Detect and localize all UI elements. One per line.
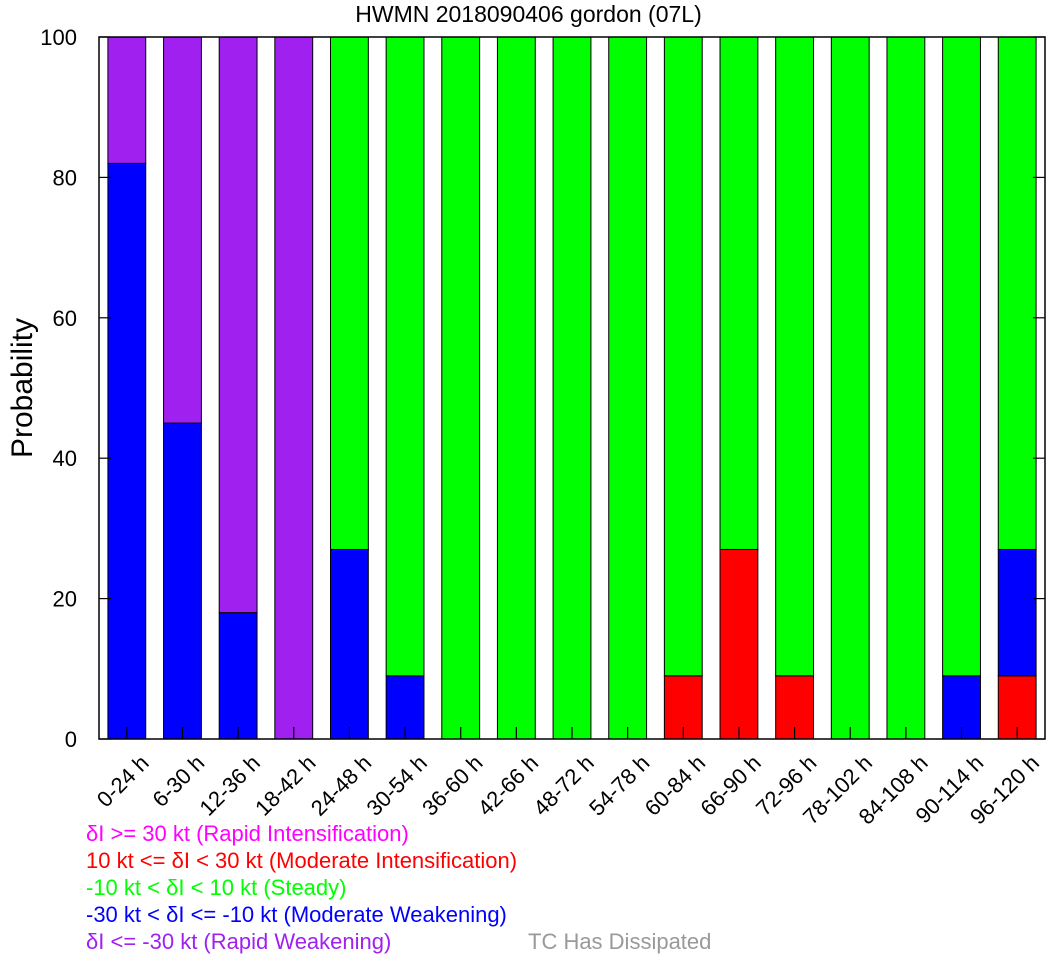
bar-segment — [107, 162, 147, 740]
bar-segment — [608, 36, 648, 740]
legend-moderate-intensification: 10 kt <= δI < 30 kt (Moderate Intensific… — [86, 848, 518, 873]
x-tick-label: 36-60 h — [417, 750, 487, 820]
y-tick-label: 0 — [65, 727, 77, 752]
bar-segment — [997, 36, 1037, 550]
legend-rapid-weakening: δI <= -30 kt (Rapid Weakening) — [86, 929, 392, 954]
legend: δI >= 30 kt (Rapid Intensification) 10 k… — [86, 820, 517, 955]
y-tick-label: 60 — [53, 306, 77, 331]
bar-segment — [886, 36, 926, 740]
bar-segment — [719, 548, 759, 740]
bar-segment — [663, 36, 703, 677]
bar-segment — [329, 548, 369, 740]
bar-segment — [496, 36, 536, 740]
y-tick-label: 40 — [53, 446, 77, 471]
y-tick-label: 100 — [40, 25, 77, 50]
x-tick-label: 30-54 h — [361, 750, 431, 820]
bar-segment — [830, 36, 870, 740]
x-tick-label: 12-36 h — [195, 750, 265, 820]
y-tick-label: 80 — [53, 165, 77, 190]
x-tick-label: 24-48 h — [306, 750, 376, 820]
legend-moderate-weakening: -30 kt < δI <= -10 kt (Moderate Weakenin… — [86, 902, 507, 927]
bar-segment — [775, 36, 815, 677]
bar-segment — [441, 36, 481, 740]
bar-segment — [218, 36, 258, 614]
bar-segment — [163, 422, 202, 740]
bar-segment — [107, 36, 147, 164]
legend-rapid-intensification: δI >= 30 kt (Rapid Intensification) — [86, 821, 409, 846]
bar-segment — [385, 36, 425, 677]
bar-segment — [719, 36, 759, 550]
chart-title: HWMN 2018090406 gordon (07L) — [355, 1, 702, 27]
y-axis-label: Probability — [6, 318, 39, 458]
x-tick-label: 18-42 h — [250, 750, 320, 820]
x-tick-label: 48-72 h — [528, 750, 598, 820]
bar-segment — [552, 36, 592, 740]
bar-segment — [274, 36, 314, 740]
x-tick-label: 66-90 h — [695, 750, 765, 820]
x-tick-label: 42-66 h — [473, 750, 543, 820]
bar-segment — [329, 36, 369, 550]
x-tick-label: 60-84 h — [640, 750, 710, 820]
x-tick-label: 54-78 h — [584, 750, 654, 820]
bar-segment — [942, 36, 981, 677]
legend-tc-dissipated: TC Has Dissipated — [528, 929, 712, 954]
bar-segment — [997, 548, 1037, 677]
bar-segment — [163, 36, 202, 424]
legend-steady: -10 kt < δI < 10 kt (Steady) — [86, 875, 347, 900]
y-tick-label: 20 — [53, 587, 77, 612]
bar-segment — [218, 612, 258, 740]
x-tick-label: 0-24 h — [92, 750, 154, 812]
